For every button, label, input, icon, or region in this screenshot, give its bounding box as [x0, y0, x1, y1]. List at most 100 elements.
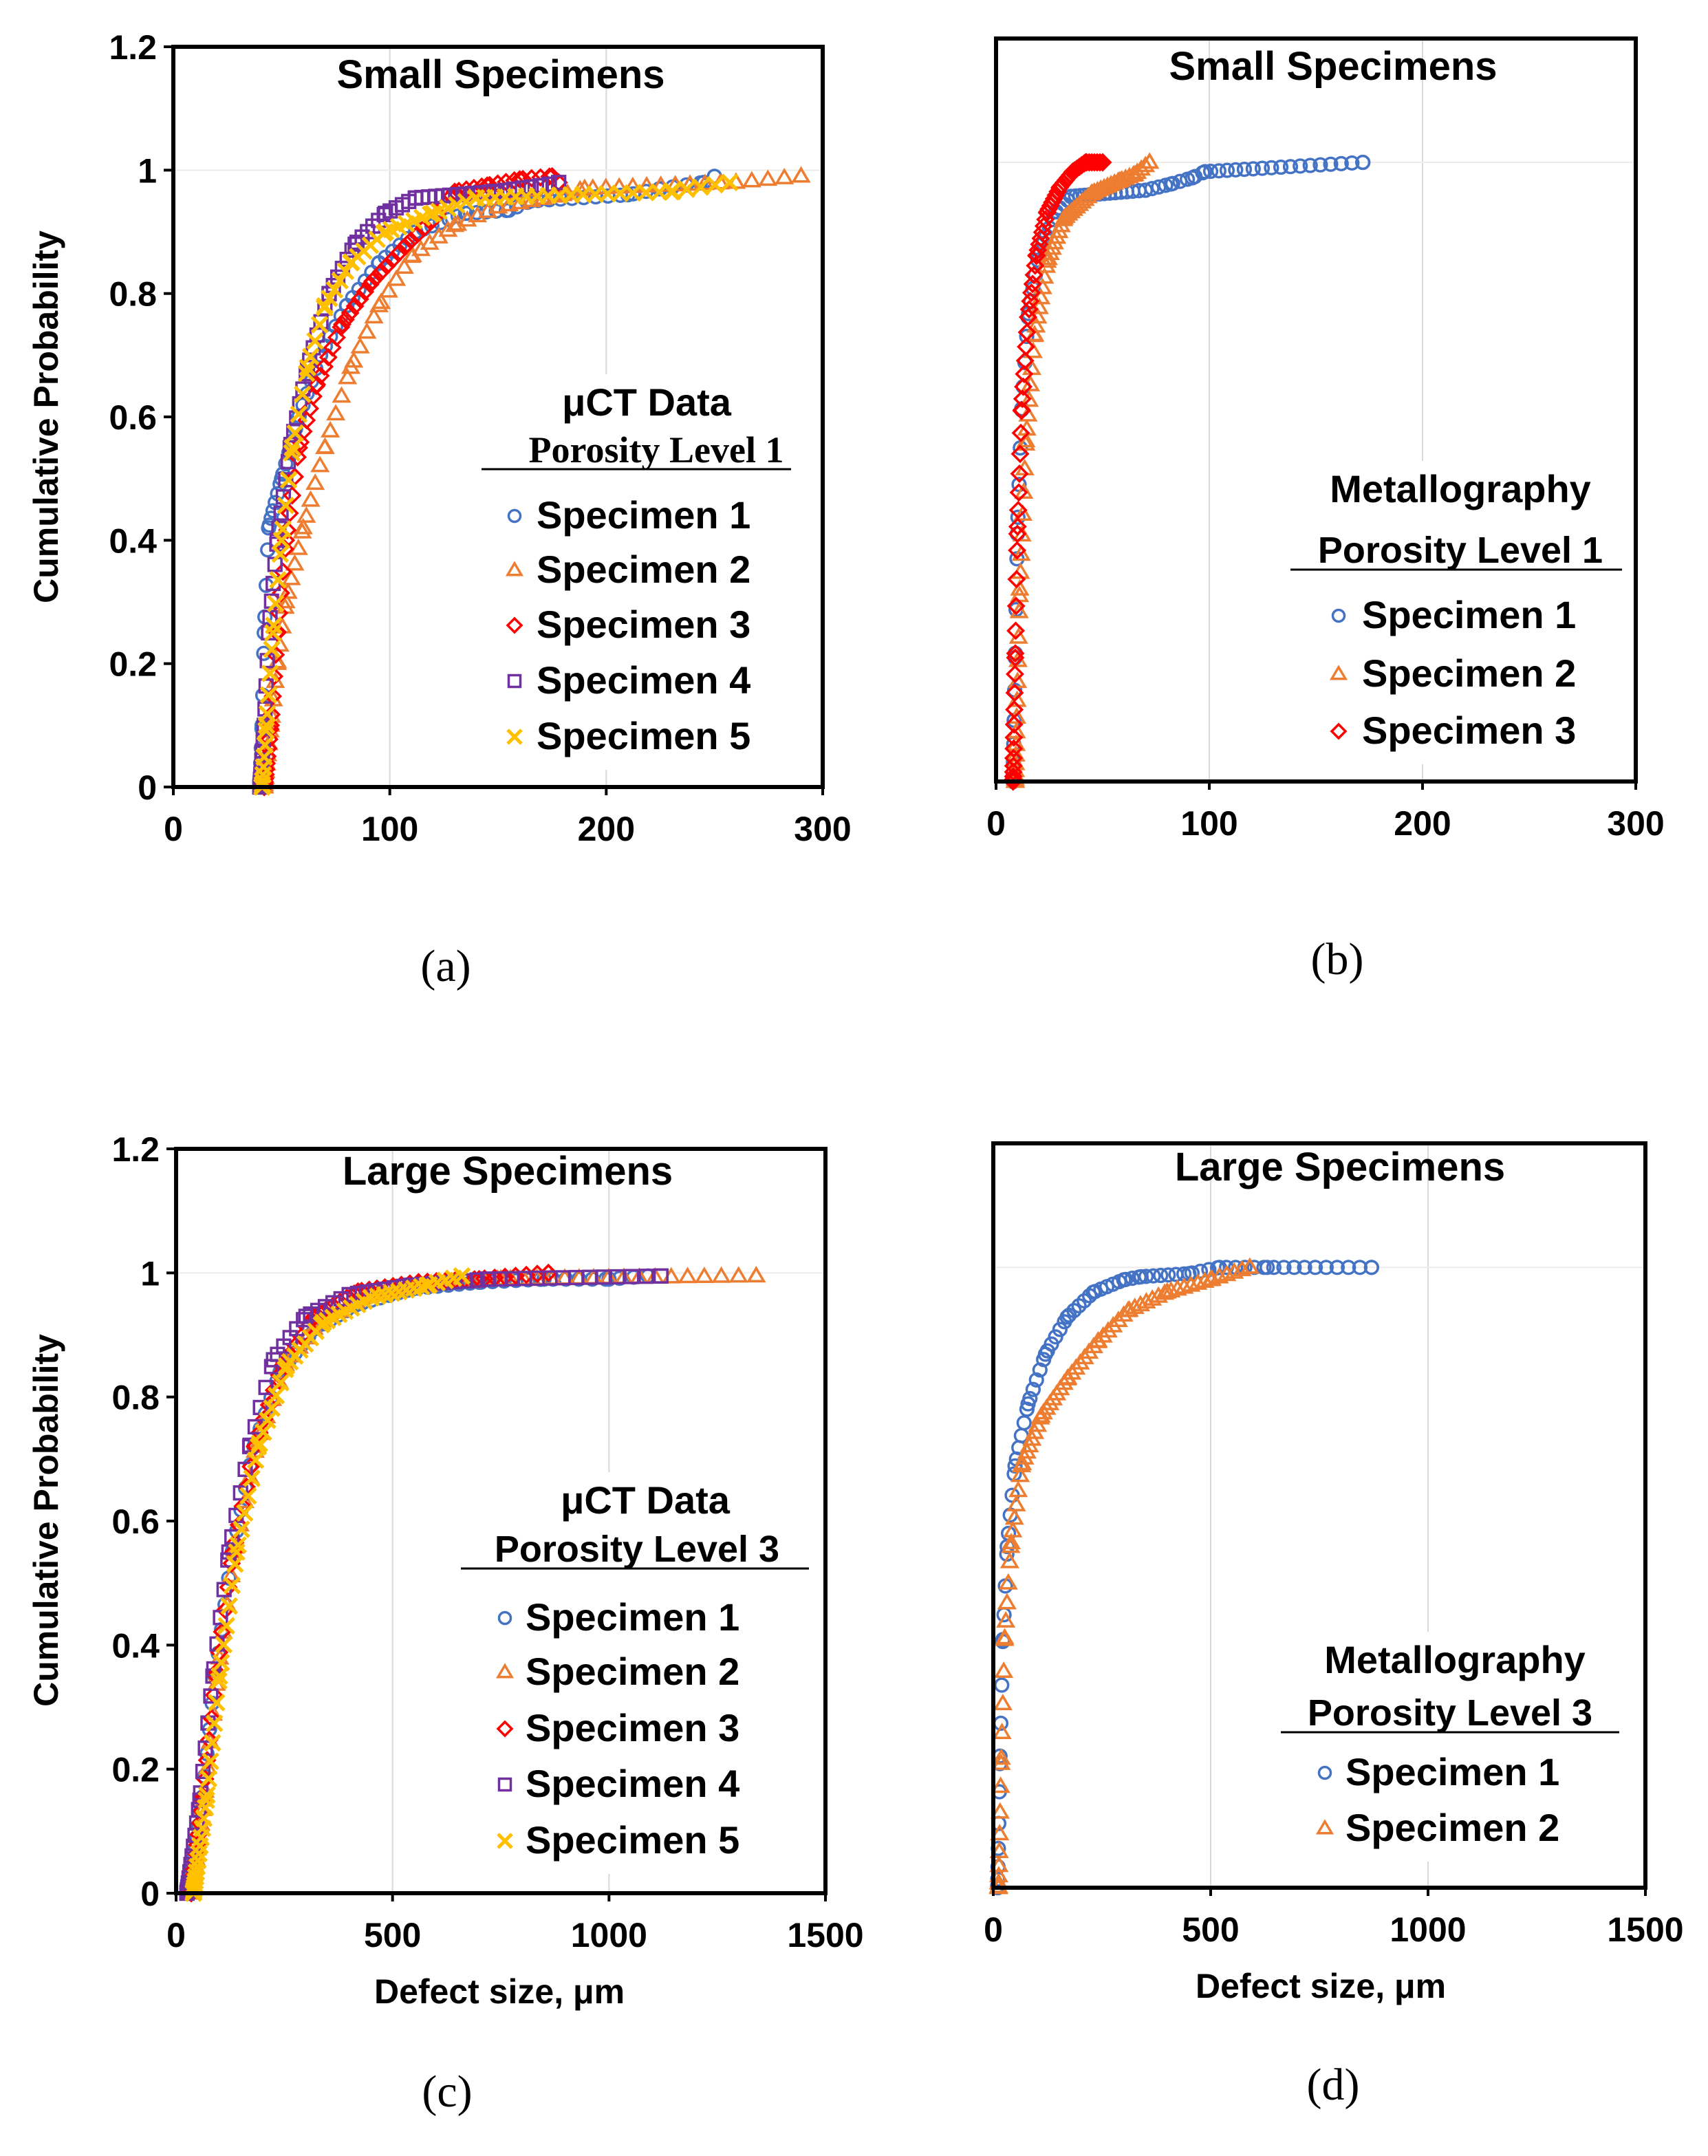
chart-title: Small Specimens — [1169, 44, 1497, 89]
legend-subheading: Porosity Level 3 — [1308, 1692, 1592, 1734]
data-point-triangle — [1110, 171, 1129, 188]
data-point-diamond — [1004, 748, 1023, 768]
data-point-diamond — [1093, 153, 1112, 172]
data-point-x — [220, 1597, 238, 1615]
data-point-diamond — [1021, 292, 1040, 311]
data-point-triangle — [1009, 601, 1029, 618]
data-point-square — [298, 1308, 314, 1324]
data-point-x — [283, 444, 301, 462]
data-point-diamond — [522, 169, 541, 188]
x-stroke — [257, 722, 275, 740]
data-point-x — [256, 736, 274, 754]
data-point-diamond — [1011, 423, 1030, 442]
x-stroke — [283, 444, 301, 462]
chart-title: Large Specimens — [1175, 1145, 1505, 1189]
x-tick-label: 100 — [1180, 804, 1237, 843]
data-point-diamond — [383, 250, 402, 269]
x-stroke — [283, 439, 301, 457]
data-point-x — [198, 1786, 216, 1804]
data-point-triangle — [1209, 1266, 1229, 1284]
data-point-x — [257, 716, 276, 735]
panel-label: (a) — [420, 941, 471, 991]
data-point-circle — [1352, 1260, 1368, 1275]
data-point-triangle — [1031, 288, 1051, 305]
panel-label: (b) — [1311, 934, 1364, 984]
data-point-x — [212, 1653, 230, 1672]
data-point-diamond — [1024, 266, 1044, 285]
data-point-x — [197, 1791, 215, 1809]
x-stroke — [624, 184, 642, 202]
legend-heading: Metallography — [1330, 467, 1591, 510]
data-point-circle — [1293, 158, 1308, 174]
data-point-diamond — [1026, 256, 1045, 275]
x-tick-label: 1000 — [571, 1916, 647, 1954]
data-point-diamond — [213, 1622, 232, 1641]
data-point-x — [279, 471, 298, 489]
data-point-square — [541, 176, 557, 192]
data-point-square — [497, 1777, 512, 1792]
data-point-diamond — [1004, 739, 1024, 758]
data-point-diamond — [1009, 483, 1028, 502]
legend-item-label: Specimen 2 — [1362, 651, 1576, 695]
data-point-circle — [1344, 155, 1360, 171]
chart-panel-2: 0 100 200 300 Small Specimens Metallography Po… — [986, 36, 1665, 984]
data-point-triangle — [285, 554, 305, 571]
data-point-circle — [1133, 1269, 1149, 1284]
x-stroke — [255, 748, 273, 766]
x-stroke — [418, 1276, 436, 1295]
data-point-triangle — [288, 538, 308, 555]
data-point-diamond — [1010, 464, 1029, 484]
data-point-diamond — [363, 272, 382, 291]
data-point-x — [261, 665, 279, 682]
data-point-circle — [1163, 176, 1179, 192]
data-point-circle — [261, 520, 277, 536]
x-stroke — [266, 594, 285, 613]
x-stroke — [267, 1386, 285, 1405]
x-stroke — [243, 1469, 261, 1487]
data-point-circle — [1297, 1260, 1312, 1275]
data-point-circle — [1273, 159, 1289, 175]
y-tick-label: 1 — [138, 151, 157, 190]
data-point-x — [233, 1520, 250, 1538]
data-point-triangle — [364, 307, 384, 324]
data-point-diamond — [1010, 444, 1030, 464]
data-point-circle — [1020, 1396, 1036, 1412]
data-point-x — [306, 332, 324, 350]
data-point-circle — [1260, 1260, 1275, 1275]
y-axis-label: Cumulative Probability — [27, 230, 65, 603]
data-point-triangle — [1010, 579, 1030, 596]
x-stroke — [691, 178, 710, 196]
y-tick-label: 0 — [140, 1875, 160, 1913]
data-point-x — [236, 1504, 254, 1522]
data-point-diamond — [1008, 541, 1027, 560]
data-point-diamond — [273, 562, 292, 581]
data-point-x — [325, 281, 344, 299]
data-point-diamond — [350, 290, 369, 309]
legend: Metallography Porosity Level 1 Specimen 1 S… — [1284, 461, 1629, 764]
legend-item-label: Specimen 5 — [526, 1818, 739, 1862]
data-point-diamond — [1063, 162, 1083, 181]
data-point-square — [408, 190, 424, 206]
data-point-circle — [1245, 161, 1261, 177]
data-point-x — [210, 1672, 228, 1690]
x-stroke — [208, 1694, 226, 1712]
data-point-x — [228, 1543, 246, 1561]
data-point-circle — [1329, 1260, 1345, 1275]
data-point-triangle — [1188, 1273, 1208, 1290]
x-stroke — [362, 1289, 380, 1307]
data-point-triangle — [1082, 183, 1102, 200]
data-point-x — [331, 272, 349, 290]
data-point-square — [480, 1271, 496, 1287]
x-stroke — [611, 184, 629, 202]
data-point-square — [237, 1461, 253, 1477]
legend-subheading: Porosity Level 3 — [495, 1529, 779, 1570]
data-point-triangle — [1195, 1271, 1215, 1289]
x-stroke — [217, 1617, 235, 1635]
x-stroke — [310, 316, 329, 334]
data-point-circle — [1318, 1260, 1334, 1275]
data-point-x — [418, 1276, 436, 1295]
legend-item-label: Specimen 3 — [526, 1706, 739, 1749]
x-stroke — [246, 1451, 265, 1469]
data-point-triangle — [1004, 1508, 1024, 1525]
